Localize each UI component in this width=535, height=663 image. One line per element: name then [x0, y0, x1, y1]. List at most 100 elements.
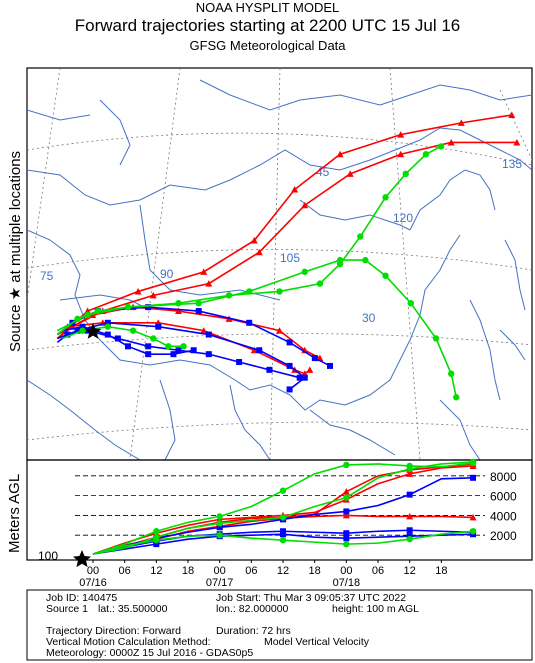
trajectory-direction: Trajectory Direction: Forward — [46, 625, 181, 637]
map-trajectory-point — [64, 331, 71, 338]
country-borders — [27, 79, 532, 460]
map-trajectory-point — [301, 268, 308, 276]
map-trajectory-point — [145, 304, 152, 311]
height-trajectory-point — [342, 511, 350, 519]
map-trajectory-point — [250, 236, 258, 244]
info-line-4: Vertical Motion Calculation Method: Model… — [46, 637, 369, 648]
height-trajectory-point — [153, 541, 160, 548]
map-trajectory-point — [149, 291, 157, 299]
height-trajectory-point — [279, 514, 287, 521]
height-x-tick-label: 06 — [372, 565, 384, 577]
map-trajectory-point — [205, 280, 213, 287]
height-x-tick-label: 12 — [277, 565, 289, 577]
height-trajectory-point — [406, 470, 414, 477]
height-trajectory-point — [469, 528, 477, 535]
map-trajectory-point — [165, 343, 172, 350]
grid-label-90: 90 — [160, 267, 174, 281]
height-trajectory-point — [153, 528, 160, 535]
height-trajectory-point — [469, 458, 477, 466]
height-x-tick-label: 12 — [404, 565, 416, 577]
map-trajectory-point — [382, 272, 389, 279]
map-trajectory-point — [336, 150, 344, 158]
grid-label-30: 30 — [362, 311, 376, 325]
map-trajectory-point — [104, 331, 111, 338]
height-x-date-label: 07/18 — [333, 577, 361, 589]
map-trajectory-point — [316, 280, 324, 287]
height-trajectory-point — [406, 491, 413, 498]
map-trajectory-point — [79, 323, 86, 330]
map-trajectory-point — [422, 151, 430, 158]
start-height-label: 100 — [38, 549, 58, 563]
height-x-tick-label: 00 — [87, 565, 99, 577]
map-trajectory-point — [448, 370, 455, 377]
height-trajectory-point — [153, 536, 160, 544]
vertical-method-value: Model Vertical Velocity — [264, 636, 370, 648]
map-trajectory-point — [256, 347, 263, 354]
map-trajectory-point — [195, 308, 202, 315]
map-trajectory-point — [125, 343, 131, 350]
map-geography: 45 135 120 105 90 75 30 — [27, 68, 532, 460]
map-trajectory-point — [407, 300, 414, 307]
map-trajectory-line — [56, 306, 331, 367]
map-trajectory-point — [457, 119, 465, 126]
info-line-3: Trajectory Direction: Forward Duration: 7… — [46, 626, 291, 637]
map-trajectory-point — [291, 186, 299, 193]
map-trajectory-point — [432, 335, 440, 342]
map-trajectory-point — [145, 351, 152, 358]
map-trajectory-point — [84, 311, 91, 319]
map-trajectory-point — [362, 256, 369, 264]
info-frame — [26, 589, 533, 661]
height-y-tick-label: 4000 — [490, 509, 517, 523]
map-trajectory-point — [246, 288, 253, 295]
map-source-star-icon — [84, 323, 102, 339]
height-trajectory-point — [279, 536, 287, 544]
height-x-tick-label: 06 — [245, 565, 257, 577]
map-trajectory-point — [200, 327, 208, 334]
height-trajectory-point — [216, 532, 223, 539]
map-trajectory-line — [56, 114, 512, 340]
map-trajectory-point — [175, 300, 182, 307]
map-trajectory-point — [200, 268, 208, 275]
map-trajectory-line — [56, 145, 442, 336]
map-trajectory-point — [190, 347, 197, 354]
map-trajectory-point — [286, 386, 293, 393]
map-trajectory-point — [508, 111, 516, 119]
height-x-date-label: 07/16 — [79, 577, 107, 589]
map-trajectory-point — [175, 307, 182, 315]
map-trajectory-point — [276, 288, 283, 295]
height-trajectory-point — [469, 513, 477, 521]
map-trajectory-point — [397, 131, 405, 138]
meteorology: Meteorology: 0000Z 15 Jul 2016 - GDAS0p5 — [46, 647, 254, 659]
map-trajectory-point — [336, 256, 344, 264]
map-trajectory-point — [246, 319, 253, 326]
map-trajectory-point — [357, 233, 364, 240]
job-id: Job ID: 140475 — [46, 592, 118, 604]
height-trajectory-point — [343, 530, 350, 537]
map-grid-labels: 45 135 120 105 90 75 30 — [40, 157, 522, 325]
trajectory-duration: Duration: 72 hrs — [216, 625, 291, 637]
height-trajectory-point — [343, 461, 350, 469]
map-trajectory-point — [327, 362, 333, 369]
height-y-tick-label: 2000 — [490, 529, 517, 543]
height-y-tick-label: 6000 — [490, 490, 517, 504]
map-trajectory-point — [276, 327, 283, 334]
height-x-date-label: 07/17 — [206, 577, 234, 589]
map-trajectory-point — [447, 138, 455, 146]
height-x-tick-label: 00 — [214, 565, 226, 577]
map-trajectory-point — [301, 201, 309, 209]
height-trajectory-point — [216, 513, 223, 520]
height-x-tick-label: 18 — [182, 565, 194, 577]
height-trajectory-point — [342, 488, 350, 495]
source-height: height: 100 m AGL — [332, 603, 419, 615]
source-id: Source 1 — [46, 603, 89, 615]
map-trajectory-point — [255, 248, 263, 256]
map-trajectory-point — [266, 366, 273, 373]
height-source-star-icon — [73, 550, 91, 568]
grid-label-135: 135 — [502, 157, 522, 171]
height-y-tick-labels: 8000 6000 4000 2000 — [490, 470, 517, 543]
map-trajectory-point — [145, 343, 152, 350]
map-trajectory-point — [155, 323, 162, 330]
height-x-tick-label: 18 — [435, 565, 447, 577]
map-trajectory-point — [180, 343, 187, 350]
